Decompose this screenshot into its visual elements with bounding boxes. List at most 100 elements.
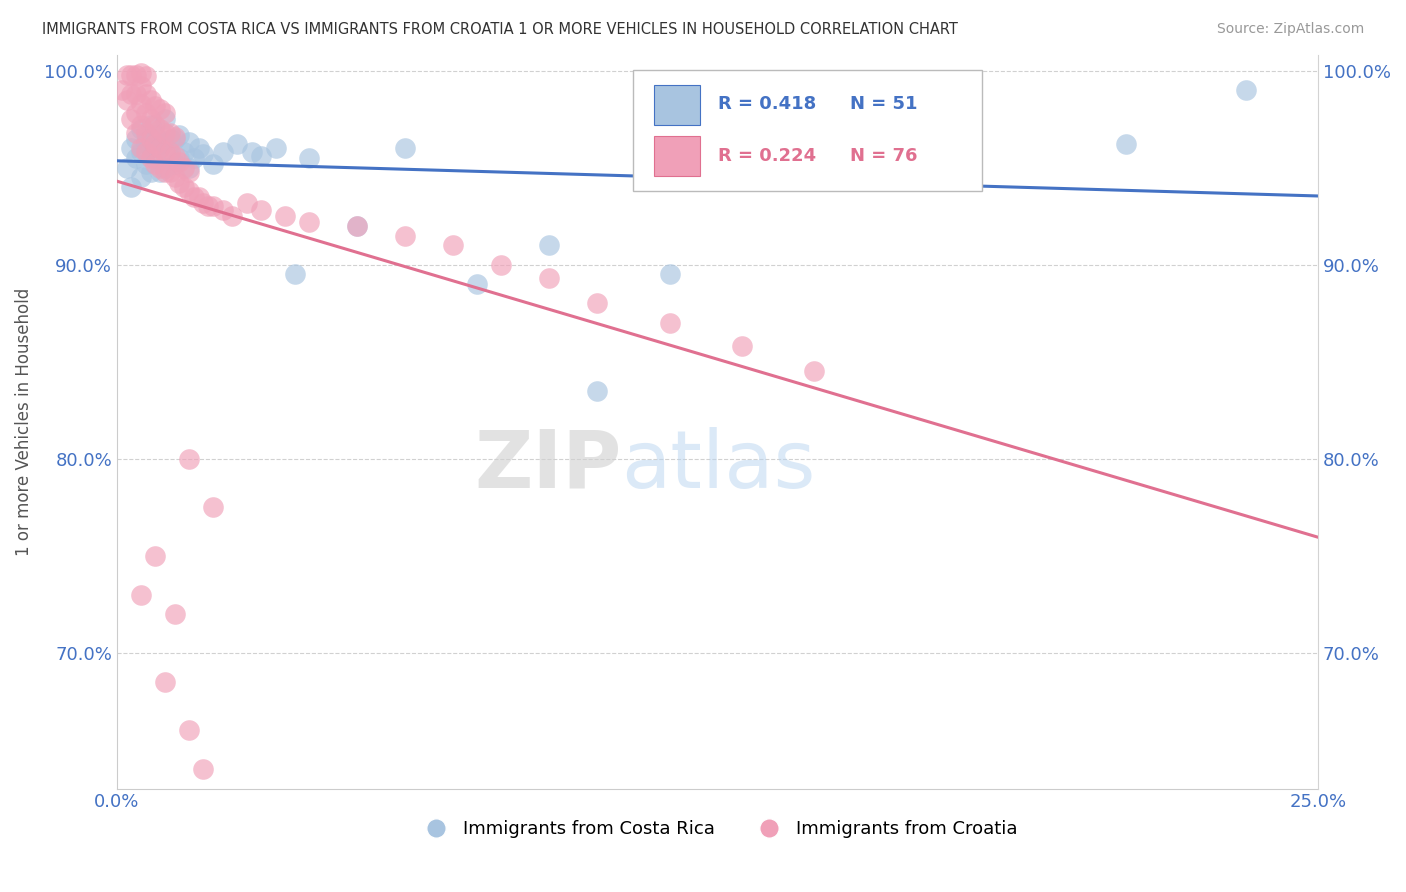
Point — [159, 164, 181, 178]
Point — [153, 112, 176, 127]
Point — [139, 112, 162, 127]
Point — [851, 145, 873, 160]
Y-axis label: 1 or more Vehicles in Household: 1 or more Vehicles in Household — [15, 288, 32, 556]
Point — [149, 161, 172, 175]
Point — [115, 93, 138, 107]
Point — [125, 131, 148, 145]
Point — [183, 151, 205, 165]
Point — [173, 180, 195, 194]
Point — [394, 141, 416, 155]
Point — [125, 87, 148, 101]
Point — [193, 195, 215, 210]
Point — [135, 70, 157, 84]
Point — [120, 141, 142, 155]
Point — [169, 176, 191, 190]
Point — [226, 137, 249, 152]
Point — [153, 164, 176, 178]
Point — [183, 190, 205, 204]
Point — [129, 141, 152, 155]
Text: atlas: atlas — [621, 427, 815, 505]
Point — [586, 384, 609, 398]
Point — [202, 500, 225, 515]
Point — [129, 170, 152, 185]
Point — [159, 126, 181, 140]
Point — [163, 157, 186, 171]
Point — [803, 364, 825, 378]
Point — [177, 723, 200, 738]
Point — [193, 762, 215, 776]
Point — [145, 151, 167, 165]
Text: N = 51: N = 51 — [849, 95, 917, 113]
Point — [159, 131, 181, 145]
Point — [129, 121, 152, 136]
Point — [139, 141, 162, 155]
Text: ZIP: ZIP — [474, 427, 621, 505]
Point — [346, 219, 368, 233]
Point — [163, 607, 186, 621]
Point — [264, 141, 287, 155]
Point — [274, 209, 297, 223]
Point — [129, 65, 152, 79]
Point — [153, 674, 176, 689]
Text: R = 0.224: R = 0.224 — [717, 147, 815, 165]
Point — [149, 103, 172, 117]
Point — [145, 157, 167, 171]
Point — [125, 126, 148, 140]
Point — [139, 118, 162, 132]
Point — [173, 161, 195, 175]
Point — [159, 145, 181, 160]
Point — [658, 316, 681, 330]
Point — [145, 118, 167, 132]
Point — [153, 136, 176, 150]
Point — [298, 151, 321, 165]
Text: Source: ZipAtlas.com: Source: ZipAtlas.com — [1216, 22, 1364, 37]
Point — [145, 98, 167, 112]
Point — [202, 157, 225, 171]
Point — [125, 106, 148, 120]
Point — [135, 145, 157, 160]
Point — [153, 161, 176, 175]
Point — [135, 106, 157, 120]
Point — [111, 83, 134, 97]
Point — [730, 151, 752, 165]
Point — [125, 151, 148, 165]
Point — [394, 228, 416, 243]
Point — [1234, 83, 1257, 97]
Point — [197, 199, 219, 213]
Point — [586, 296, 609, 310]
Point — [169, 151, 191, 165]
Point — [120, 180, 142, 194]
Point — [149, 121, 172, 136]
Point — [163, 170, 186, 185]
Point — [173, 145, 195, 160]
Point — [139, 131, 162, 145]
Point — [298, 215, 321, 229]
Point — [177, 136, 200, 150]
Point — [139, 93, 162, 107]
Point — [730, 339, 752, 353]
Point — [163, 129, 186, 144]
Point — [163, 149, 186, 163]
Point — [177, 451, 200, 466]
FancyBboxPatch shape — [634, 70, 981, 191]
Point — [922, 141, 945, 155]
Point — [1115, 137, 1137, 152]
Point — [202, 199, 225, 213]
Point — [284, 268, 307, 282]
Point — [538, 271, 561, 285]
Point — [177, 184, 200, 198]
Point — [169, 154, 191, 169]
Point — [115, 161, 138, 175]
Point — [125, 68, 148, 82]
Point — [153, 126, 176, 140]
Point — [169, 128, 191, 142]
Point — [211, 145, 233, 160]
Point — [235, 195, 257, 210]
Point — [441, 238, 464, 252]
Point — [145, 137, 167, 152]
Point — [153, 145, 176, 160]
Text: N = 76: N = 76 — [849, 147, 917, 165]
Point — [193, 147, 215, 161]
Bar — [654, 136, 700, 176]
Point — [129, 118, 152, 132]
